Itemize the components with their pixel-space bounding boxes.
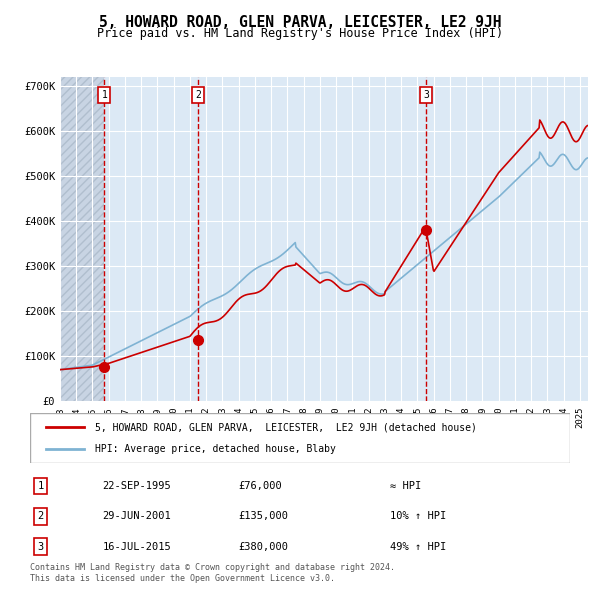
Text: 3: 3 [423,90,429,100]
Text: HPI: Average price, detached house, Blaby: HPI: Average price, detached house, Blab… [95,444,335,454]
Text: 10% ↑ HPI: 10% ↑ HPI [390,512,446,522]
Text: £76,000: £76,000 [238,481,282,491]
Text: 49% ↑ HPI: 49% ↑ HPI [390,542,446,552]
Text: 3: 3 [37,542,44,552]
Text: 29-JUN-2001: 29-JUN-2001 [103,512,172,522]
Text: 2: 2 [195,90,201,100]
Text: 1: 1 [101,90,107,100]
Text: Contains HM Land Registry data © Crown copyright and database right 2024.
This d: Contains HM Land Registry data © Crown c… [30,563,395,583]
Text: £135,000: £135,000 [238,512,288,522]
Text: 2: 2 [37,512,44,522]
Bar [60,77,104,401]
Text: 5, HOWARD ROAD, GLEN PARVA, LEICESTER, LE2 9JH: 5, HOWARD ROAD, GLEN PARVA, LEICESTER, L… [99,15,501,30]
FancyBboxPatch shape [30,413,570,463]
Text: 1: 1 [37,481,44,491]
Text: 22-SEP-1995: 22-SEP-1995 [103,481,172,491]
Text: ≈ HPI: ≈ HPI [390,481,421,491]
Text: Price paid vs. HM Land Registry's House Price Index (HPI): Price paid vs. HM Land Registry's House … [97,27,503,40]
Text: 5, HOWARD ROAD, GLEN PARVA,  LEICESTER,  LE2 9JH (detached house): 5, HOWARD ROAD, GLEN PARVA, LEICESTER, L… [95,422,476,432]
Text: £380,000: £380,000 [238,542,288,552]
Text: 16-JUL-2015: 16-JUL-2015 [103,542,172,552]
